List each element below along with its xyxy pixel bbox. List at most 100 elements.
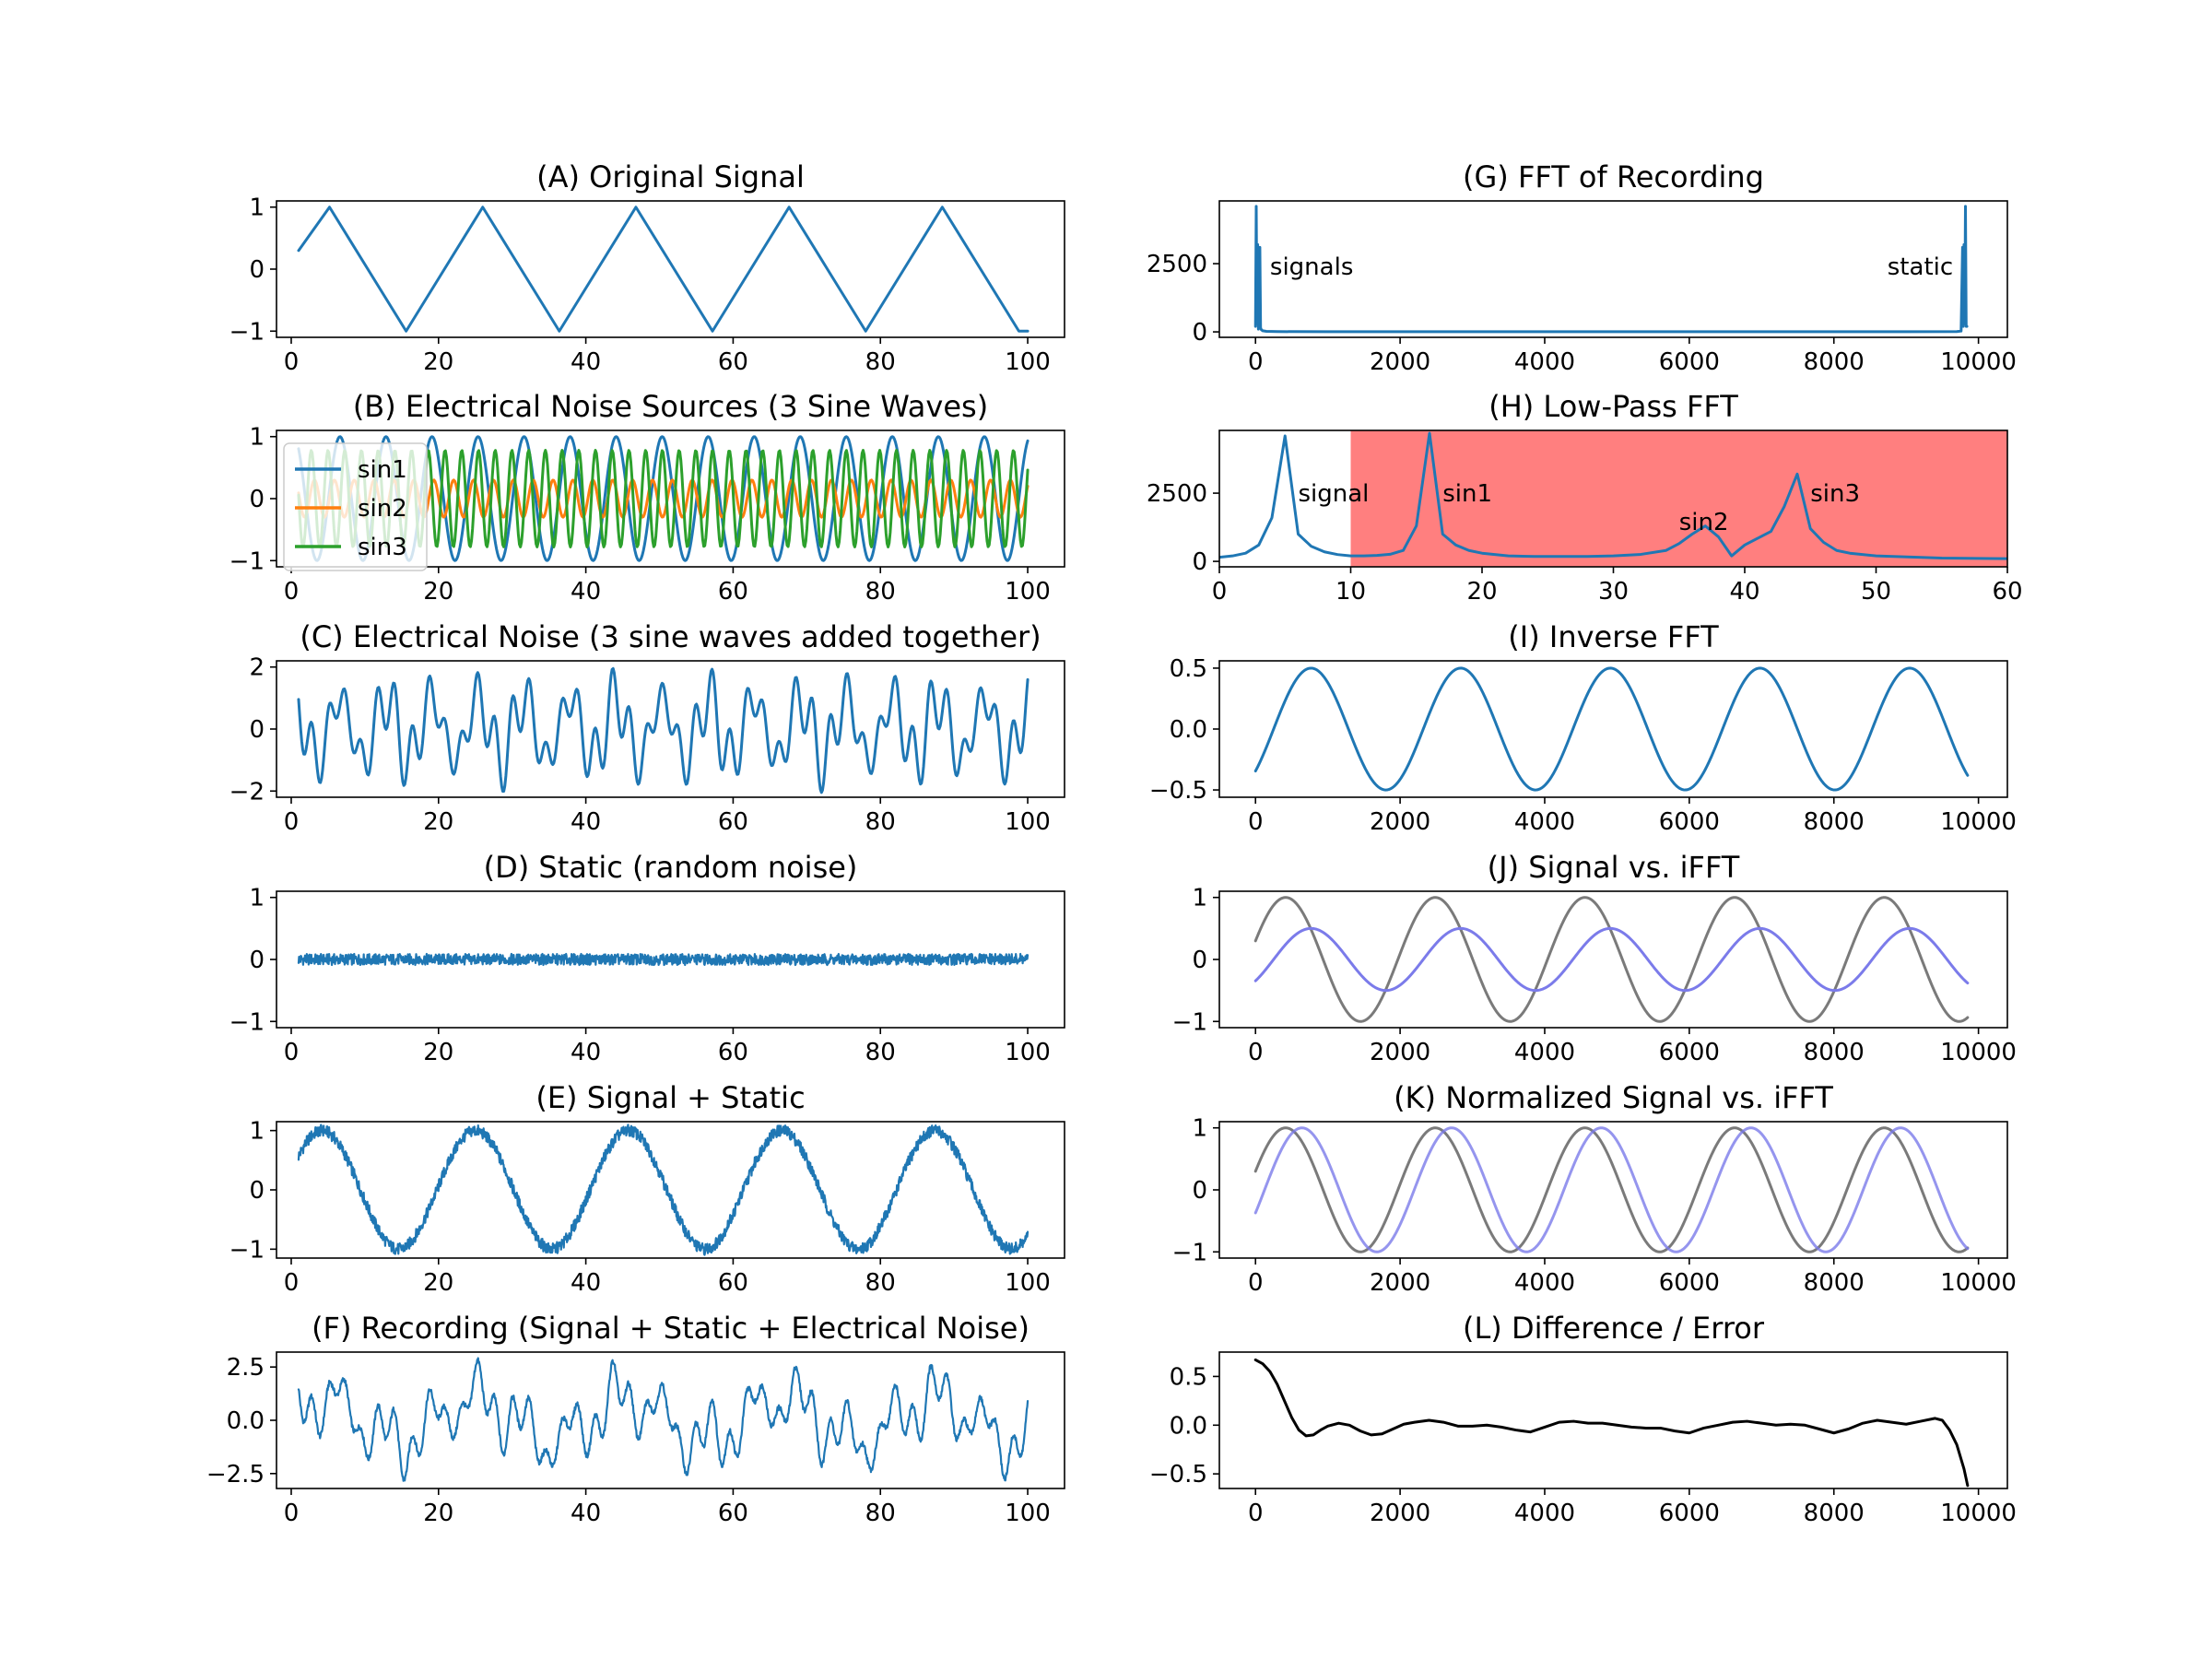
chart-title: (H) Low-Pass FFT — [1488, 389, 1738, 424]
y-tick-label: 1 — [1192, 1115, 1207, 1143]
x-tick-label: 60 — [718, 1500, 748, 1527]
y-tick-label: −0.5 — [1149, 777, 1207, 805]
x-tick-label: 0 — [1212, 578, 1228, 606]
panel-f: 0 20 40 60 80 100 2.5 0.0 −2.5 (F) Recording (Sig… — [206, 1311, 1065, 1527]
plot-frame — [1218, 660, 2008, 798]
x-tick-label: 20 — [423, 808, 453, 836]
x-tick-label: 80 — [865, 348, 896, 376]
series-line-j-1 — [1253, 896, 1970, 1023]
y-tick-label: 2500 — [1147, 251, 1207, 278]
x-tick-label: 4000 — [1514, 808, 1575, 836]
legend-label: sin2 — [358, 495, 407, 523]
series-line-d-1 — [297, 952, 1030, 967]
plot-frame — [1218, 200, 2008, 338]
panel-a: 0 20 40 60 80 100 1 0 −1 (A) Original Signal — [229, 159, 1065, 376]
x-tick-label: 0 — [284, 808, 300, 836]
y-tick-label: 0 — [249, 947, 265, 974]
y-tick-label: 0 — [1192, 319, 1207, 347]
x-tick-label: 2000 — [1370, 348, 1430, 376]
chart-title: (G) FFT of Recording — [1463, 159, 1764, 194]
x-tick-label: 80 — [865, 578, 896, 606]
y-tick-label: 1 — [249, 424, 265, 452]
chart-title: (E) Signal + Static — [535, 1080, 805, 1115]
x-tick-label: 0 — [284, 348, 300, 376]
y-tick-label: −2 — [229, 778, 265, 806]
panel-i: 0 2000 4000 6000 8000 10000 0.5 0.0 −0.5 (I) Inve… — [1149, 619, 2017, 836]
annotation: signals — [1270, 253, 1353, 281]
y-tick-label: 0 — [249, 1177, 265, 1205]
x-tick-label: 2000 — [1370, 808, 1430, 836]
x-tick-label: 80 — [865, 808, 896, 836]
x-tick-label: 20 — [423, 1039, 453, 1066]
x-tick-label: 30 — [1598, 578, 1629, 606]
series-line-f-1 — [297, 1357, 1030, 1482]
y-tick-label: −1 — [229, 547, 265, 575]
x-tick-label: 40 — [571, 1500, 601, 1527]
x-tick-label: 0 — [284, 578, 300, 606]
x-tick-label: 8000 — [1804, 348, 1865, 376]
x-tick-label: 20 — [1466, 578, 1497, 606]
x-tick-label: 10000 — [1940, 808, 2017, 836]
y-tick-label: 0.0 — [227, 1407, 265, 1435]
series-line-l-1 — [1253, 1358, 1970, 1488]
y-tick-label: 1 — [249, 885, 265, 912]
y-tick-label: 2.5 — [227, 1354, 265, 1382]
panel-b: 0 20 40 60 80 100 1 0 −1 (B) Electrical Noise Sou… — [229, 389, 1065, 606]
annotation: sin3 — [1810, 480, 1860, 508]
y-tick-label: 0 — [249, 256, 265, 284]
x-tick-label: 40 — [571, 578, 601, 606]
x-tick-label: 100 — [1005, 348, 1051, 376]
x-tick-label: 10000 — [1940, 348, 2017, 376]
panel-e: 0 20 40 60 80 100 1 0 −1 (E) Signal + Static — [229, 1080, 1065, 1297]
legend-label: sin1 — [358, 456, 407, 484]
x-tick-label: 100 — [1005, 1039, 1051, 1066]
series-line-k-1 — [1253, 1126, 1970, 1253]
x-tick-label: 8000 — [1804, 1269, 1865, 1297]
x-tick-label: 6000 — [1659, 1500, 1720, 1527]
x-tick-label: 10000 — [1940, 1500, 2017, 1527]
y-tick-label: −0.5 — [1149, 1461, 1207, 1488]
chart-title: (F) Recording (Signal + Static + Electri… — [312, 1311, 1030, 1346]
plot-frame — [276, 200, 1065, 338]
legend-box — [283, 442, 428, 571]
x-tick-label: 8000 — [1804, 1500, 1865, 1527]
y-tick-label: −1 — [229, 318, 265, 346]
y-tick-label: 0.5 — [1170, 1363, 1207, 1391]
x-tick-label: 10 — [1335, 578, 1366, 606]
x-tick-label: 100 — [1005, 1500, 1051, 1527]
y-tick-label: 2500 — [1147, 480, 1207, 508]
x-tick-label: 4000 — [1514, 1039, 1575, 1066]
x-tick-label: 0 — [284, 1039, 300, 1066]
y-tick-label: 1 — [1192, 885, 1207, 912]
x-tick-label: 0 — [1248, 1269, 1264, 1297]
x-tick-label: 4000 — [1514, 1269, 1575, 1297]
y-tick-label: −1 — [229, 1008, 265, 1036]
x-tick-label: 60 — [718, 808, 748, 836]
x-tick-label: 8000 — [1804, 808, 1865, 836]
x-tick-label: 6000 — [1659, 1039, 1720, 1066]
panel-l: 0 2000 4000 6000 8000 10000 0.5 0.0 −0.5 (L) Diff… — [1149, 1311, 2017, 1527]
series-line-g-1 — [1253, 205, 1969, 334]
x-tick-label: 100 — [1005, 578, 1051, 606]
y-tick-label: 2 — [249, 654, 265, 682]
y-tick-label: 0 — [249, 716, 265, 744]
x-tick-label: 40 — [571, 1039, 601, 1066]
annotation: sin1 — [1442, 480, 1492, 508]
panel-h: 0 10 20 30 40 50 60 2500 0 (H) Low-Pass FFT signal… — [1147, 389, 2023, 606]
x-tick-label: 4000 — [1514, 1500, 1575, 1527]
series-line-e-1 — [297, 1124, 1030, 1256]
chart-title: (L) Difference / Error — [1463, 1311, 1765, 1346]
y-tick-label: −1 — [229, 1236, 265, 1264]
chart-title: (C) Electrical Noise (3 sine waves added… — [300, 619, 1041, 654]
chart-title: (K) Normalized Signal vs. iFFT — [1394, 1080, 1833, 1115]
x-tick-label: 20 — [423, 348, 453, 376]
series-line-i-1 — [1253, 666, 1970, 792]
x-tick-label: 100 — [1005, 808, 1051, 836]
x-tick-label: 60 — [1992, 578, 2022, 606]
annotation: sin2 — [1679, 509, 1729, 536]
annotation: static — [1888, 253, 1953, 281]
series-line-j-2 — [1253, 926, 1970, 993]
x-tick-label: 6000 — [1659, 808, 1720, 836]
x-tick-label: 6000 — [1659, 1269, 1720, 1297]
y-tick-label: −2.5 — [206, 1461, 265, 1488]
